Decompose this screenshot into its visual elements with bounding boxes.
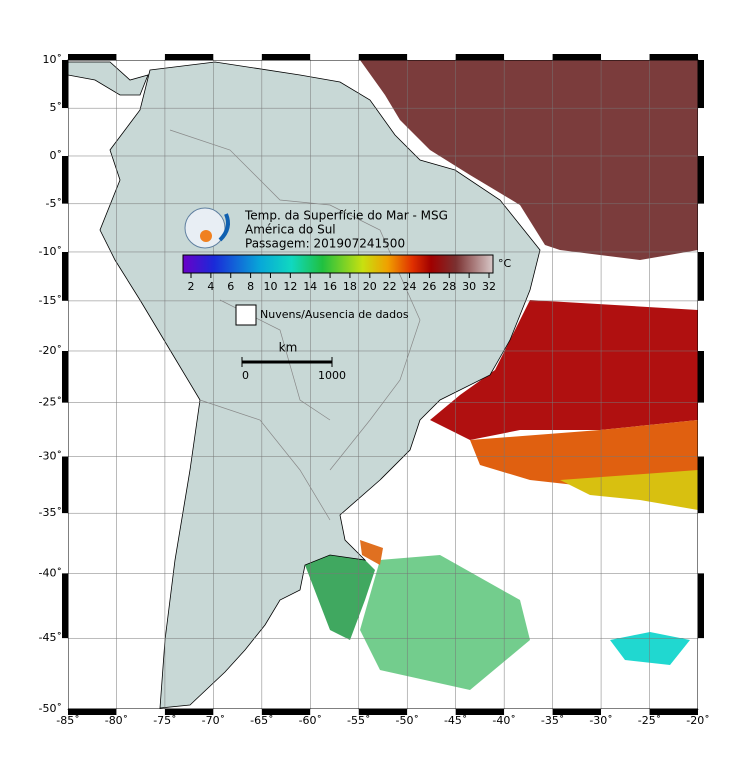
lon-label: -20˚ [686,714,709,727]
lon-label: -75˚ [153,714,176,727]
central-america [68,61,149,96]
sst-green-2 [360,555,530,690]
colorbar-label: 14 [303,280,317,293]
colorbar-unit: °C [498,257,512,270]
colorbar-label: 20 [363,280,377,293]
lon-label: -85˚ [56,714,79,727]
colorbar-label: 18 [343,280,357,293]
scale-label: 0 [242,369,249,382]
lon-label: -45˚ [444,714,467,727]
lat-label: -20˚ [39,344,62,357]
lon-label: -50˚ [395,714,418,727]
lat-label: 5˚ [50,101,63,114]
colorbar-label: 12 [283,280,297,293]
lat-label: -50˚ [39,702,62,715]
lon-label: -25˚ [638,714,661,727]
lat-label: -40˚ [39,566,62,579]
region: América do Sul [245,223,336,237]
lon-label: -35˚ [541,714,564,727]
sst-orange-plata [360,540,383,565]
colorbar-label: 10 [263,280,277,293]
lat-label: 10˚ [43,53,63,66]
sst-cyan [610,632,690,665]
map-area [68,60,698,709]
axis-ticks: -85˚ -80˚ -75˚ -70˚ -65˚ -60˚ -55˚ -50˚ -45˚ -40˚… [39,53,710,727]
sst-red [430,300,698,440]
pass-time: Passagem: 201907241500 [245,237,405,251]
colorbar-label: 30 [462,280,476,293]
colorbar-label: 4 [207,280,214,293]
logo [184,207,230,249]
sst-green [305,540,375,640]
lon-label: -40˚ [492,714,515,727]
colorbar-label: 24 [403,280,417,293]
lon-label: -70˚ [202,714,225,727]
graticule [68,60,698,709]
colorbar-label: 26 [422,280,436,293]
colorbar-label: 32 [482,280,496,293]
sst-yellow [560,470,698,510]
lon-label: -60˚ [299,714,322,727]
sst-warm-north [360,60,698,260]
sst-orange [470,420,698,490]
lat-label: -25˚ [39,396,62,409]
colorbar-label: 8 [247,280,254,293]
lat-label: -5˚ [46,197,62,210]
colorbar [182,254,494,274]
lat-label: -10˚ [39,245,62,258]
colorbar-label: 16 [323,280,337,293]
lat-label: -45˚ [39,631,62,644]
lat-label: -30˚ [39,450,62,463]
lon-label: -30˚ [589,714,612,727]
scale-unit: km [279,341,298,355]
scale-bar: 0 1000 [241,357,346,382]
lat-label: 0˚ [50,149,63,162]
colorbar-label: 2 [188,280,195,293]
colorbar-ticks: 2 4 6 8 10 12 14 16 18 20 22 24 26 28 30 32 [188,273,496,293]
lon-label: -80˚ [105,714,128,727]
lat-label: -15˚ [39,294,62,307]
title: Temp. da Superfície do Mar - MSG [244,209,448,223]
colorbar-label: 28 [442,280,456,293]
colorbar-label: 22 [383,280,397,293]
scale-label: 1000 [318,369,346,382]
lon-label: -65˚ [250,714,273,727]
lon-label: -55˚ [347,714,370,727]
legend-label: Nuvens/Ausencia de dados [260,308,409,321]
colorbar-label: 6 [227,280,234,293]
lat-label: -35˚ [39,506,62,519]
legend-swatch [235,304,257,326]
